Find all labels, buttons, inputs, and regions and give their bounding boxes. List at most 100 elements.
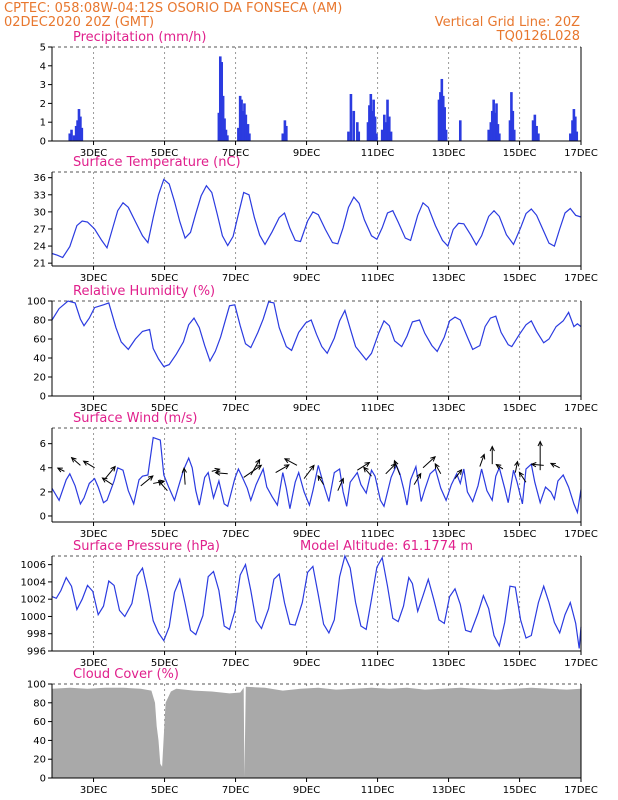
precip-bar [221,95,225,141]
x-tick-label: 13DEC [432,403,466,414]
y-tick-label: 100 [27,680,46,691]
wind-vector-arrowhead [456,468,463,475]
cloud-panel: Cloud Cover (%) 0 20 40 60 80 100 3DEC 5DEC 7DEC 9… [27,667,598,796]
station-header: CPTEC: 058:08W-04:12S OSORIO DA FONSECA … [4,1,342,16]
y-tick-label: 3 [40,80,46,91]
y-tick-label: 100 [27,297,46,308]
x-tick-label: 9DEC [293,658,320,669]
wind-vector-arrowhead [416,472,422,479]
precip-bar [72,135,76,141]
wind-vector-arrowhead [110,465,116,472]
wind-vector-arrowhead [101,477,108,483]
x-tick-label: 3DEC [80,273,107,284]
precip-bar [373,116,377,141]
x-tick-label: 15DEC [503,529,537,540]
precip-bar [285,125,288,141]
y-tick-label: 80 [33,698,46,709]
x-tick-label: 17DEC [564,148,598,159]
wind-vector-arrowhead [518,471,524,478]
wind-vector-arrowhead [434,462,440,469]
x-tick-label: 17DEC [564,785,598,796]
precip-bar [349,94,353,141]
wind-vector-arrow [57,467,65,472]
precip-bar [369,94,373,141]
y-tick-label: 36 [33,173,46,184]
x-tick-label: 17DEC [564,403,598,414]
x-tick-label: 13DEC [432,785,466,796]
wind-vector-arrow [140,475,154,487]
precip-bar [74,125,78,141]
y-tick-label: 2 [40,99,46,110]
precip-bar [572,109,576,141]
y-tick-label: 30 [33,207,46,218]
wind-vector-arrowhead [309,464,315,471]
precip-bar [238,95,242,141]
precip-bar [68,133,72,141]
y-tick-label: 998 [27,629,46,640]
wind-vector-arrowhead [70,456,77,463]
y-tick-label: 996 [27,647,46,658]
x-tick-label: 13DEC [432,658,466,669]
x-tick-label: 5DEC [151,785,178,796]
y-tick-label: 4 [40,463,46,474]
precip-bar [489,122,493,141]
y-tick-label: 5 [40,43,46,54]
precip-bar [375,133,378,141]
wind-vector-arrow [531,463,544,466]
x-tick-label: 7DEC [222,273,249,284]
y-tick-label: 6 [40,439,46,450]
y-tick-label: 40 [33,354,46,365]
temp-title: Surface Temperature (nC) [73,155,241,170]
precip-bar [368,105,371,141]
precip-bar [80,127,84,141]
x-tick-label: 7DEC [222,529,249,540]
wind-vector-arrow [496,464,504,470]
precip-bar [490,110,494,141]
rh-series-line [51,300,582,368]
wind-vector-arrowhead [537,440,543,447]
precip-bar [496,124,500,141]
x-tick-label: 3DEC [80,658,107,669]
wind-vector-arrow [215,472,228,475]
x-tick-label: 11DEC [361,658,395,669]
precip-bar [218,56,222,141]
x-tick-label: 9DEC [293,148,320,159]
y-tick-label: 27 [33,224,46,235]
wind-vector-arrowhead [530,462,537,468]
precip-bar [244,114,248,141]
x-tick-label: 7DEC [222,785,249,796]
temp-panel: Surface Temperature (nC) 21 24 27 30 33 36 3DEC… [33,155,598,284]
x-tick-label: 11DEC [361,273,395,284]
precip-bar [498,133,501,141]
wind-panel: Surface Wind (m/s) 0 2 4 6 3DEC 5DEC 7DEC 9DEC 11… [40,411,598,540]
y-tick-label: 80 [33,316,46,327]
y-tick-label: 21 [33,259,46,270]
precip-bar [357,131,361,141]
precip-bar [439,92,442,141]
x-tick-label: 5DEC [151,148,178,159]
x-tick-label: 3DEC [80,148,107,159]
wind-vector-arrowhead [317,474,323,481]
wind-series-line [51,436,582,515]
wind-vector-arrow [337,478,344,491]
y-tick-label: 1 [40,118,46,129]
precip-bar [487,129,490,141]
precip-bar [458,120,462,141]
y-tick-label: 1000 [21,612,46,623]
precip-bar [387,116,391,141]
y-tick-label: 0 [40,137,46,148]
precip-bar [223,118,226,141]
x-tick-label: 9DEC [293,403,320,414]
wind-vector-arrowhead [214,470,221,476]
wind-vector-arrowhead [339,477,344,484]
x-tick-label: 3DEC [80,529,107,540]
wind-vector-arrow [393,460,401,476]
temp-series-line [51,178,582,259]
precip-bar [575,131,579,141]
y-tick-label: 40 [33,736,46,747]
y-tick-label: 0 [40,511,46,522]
x-tick-label: 15DEC [503,403,537,414]
x-tick-label: 5DEC [151,529,178,540]
x-tick-label: 9DEC [293,529,320,540]
wind-vector-arrow [71,457,81,466]
